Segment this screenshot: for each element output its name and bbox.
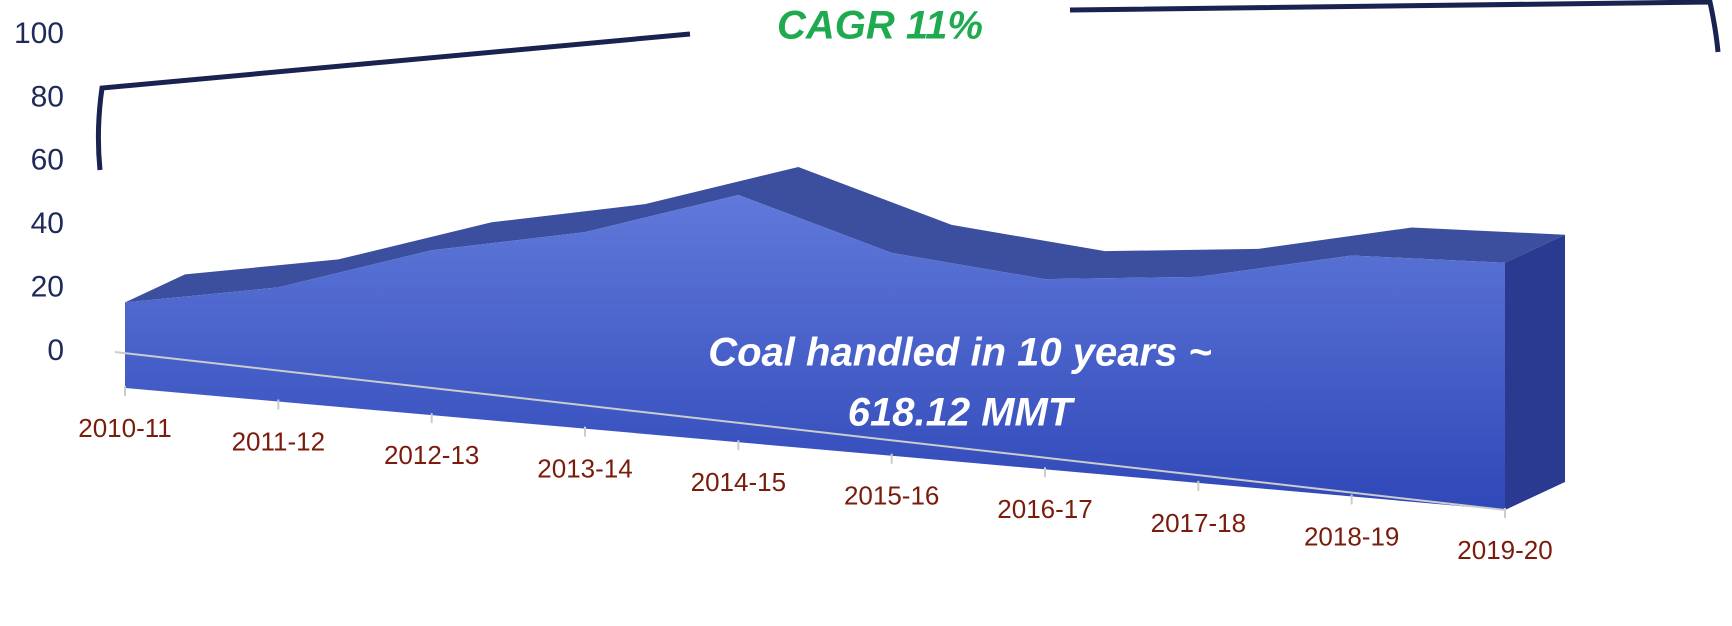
annotation: Coal handled in 10 years ~ [708, 331, 1212, 375]
area-side [1505, 234, 1565, 511]
x-tick-label: 2017-18 [1151, 508, 1246, 538]
cagr-label: CAGR 11% [777, 4, 983, 48]
x-tick-label: 2019-20 [1457, 535, 1552, 565]
y-tick-label: 100 [14, 17, 64, 50]
annotation: 618.12 MMT [848, 391, 1076, 435]
y-tick-label: 80 [31, 80, 64, 113]
y-tick-label: 40 [31, 207, 64, 240]
area [125, 194, 1505, 510]
y-tick-label: 0 [47, 334, 64, 367]
x-tick-label: 2015-16 [844, 481, 939, 511]
x-tick-label: 2013-14 [537, 454, 632, 484]
y-tick-label: 20 [31, 271, 64, 304]
x-tick-label: 2010-11 [78, 413, 172, 443]
y-tick-label: 60 [31, 144, 64, 177]
x-axis [114, 351, 1506, 511]
x-tick-label: 2016-17 [997, 494, 1092, 524]
area-top [125, 166, 1565, 303]
x-tick-label: 2014-15 [691, 467, 786, 497]
bracket [95, 0, 1721, 171]
x-tick-label: 2011-12 [232, 426, 326, 456]
x-tick-label: 2018-19 [1304, 521, 1399, 551]
x-tick-label: 2012-13 [384, 440, 479, 470]
